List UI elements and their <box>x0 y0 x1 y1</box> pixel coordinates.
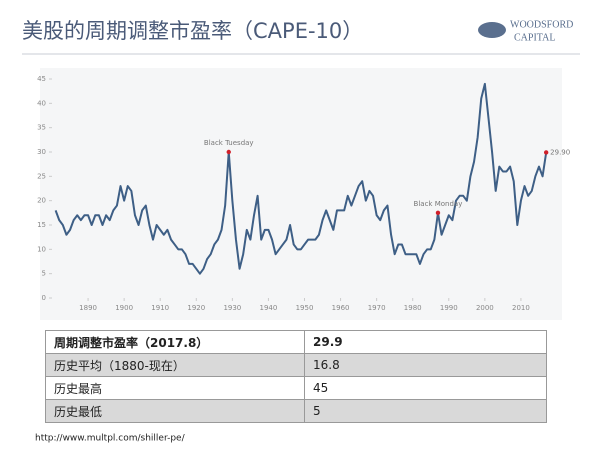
annotation-dot <box>226 149 231 155</box>
logo-text: WOODSFORD <box>510 19 573 30</box>
table-cell: 历史最低 <box>45 399 305 423</box>
stats-table: 周期调整市盈率（2017.8） 29.9 历史平均（1880-现在） 16.8 历史最高… <box>45 330 547 423</box>
table-cell: 45 <box>304 376 547 400</box>
x-tick-label: 2010 <box>512 304 530 312</box>
table-row: 周期调整市盈率（2017.8） 29.9 <box>45 330 547 354</box>
annotation-label: 29.90 <box>550 148 570 156</box>
annotation-dot <box>543 150 549 155</box>
logo-text: CAPITAL <box>514 32 555 43</box>
slide-title: 美股的周期调整市盈率（CAPE-10） <box>22 19 363 43</box>
y-tick-label: 25 <box>37 172 46 180</box>
annotation-label: Black Monday <box>414 200 463 208</box>
y-tick-label: 10 <box>37 245 46 253</box>
x-tick-label: 1970 <box>368 304 386 312</box>
x-tick-label: 1960 <box>332 304 350 312</box>
y-tick-label: 35 <box>37 124 46 132</box>
y-tick-label: 40 <box>37 99 46 107</box>
x-tick-label: 1890 <box>79 304 97 312</box>
table-cell: 历史最高 <box>45 376 305 400</box>
table-cell: 16.8 <box>304 353 547 377</box>
table-row: 历史最低 5 <box>45 399 547 423</box>
x-tick-label: 1950 <box>296 304 314 312</box>
x-tick-label: 1910 <box>151 304 169 312</box>
table-row: 历史平均（1880-现在） 16.8 <box>45 353 547 377</box>
y-tick-label: 45 <box>37 75 46 83</box>
table-row: 历史最高 45 <box>45 376 547 400</box>
x-tick-label: 1980 <box>404 304 422 312</box>
x-tick-label: 1920 <box>187 304 205 312</box>
table-cell: 周期调整市盈率（2017.8） <box>45 330 305 354</box>
y-tick-label: 20 <box>37 197 46 205</box>
y-tick-label: 30 <box>37 148 46 156</box>
x-tick-label: 2000 <box>476 304 494 312</box>
y-tick-label: 0 <box>42 294 46 302</box>
table-cell: 历史平均（1880-现在） <box>45 353 305 377</box>
table-cell: 29.9 <box>304 330 547 354</box>
annotation-dot <box>435 210 441 216</box>
logo-icon <box>478 22 506 38</box>
plot-panel <box>40 68 562 320</box>
x-tick-label: 1900 <box>115 304 133 312</box>
x-tick-label: 1940 <box>260 304 278 312</box>
y-tick-label: 15 <box>37 221 46 229</box>
y-tick-label: 5 <box>42 270 46 278</box>
annotation-label: Black Tuesday <box>204 139 254 147</box>
table-cell: 5 <box>304 399 547 423</box>
x-tick-label: 1930 <box>223 304 241 312</box>
x-tick-label: 1990 <box>440 304 458 312</box>
source-url: http://www.multpl.com/shiller-pe/ <box>35 434 186 444</box>
cape-line <box>54 82 548 275</box>
